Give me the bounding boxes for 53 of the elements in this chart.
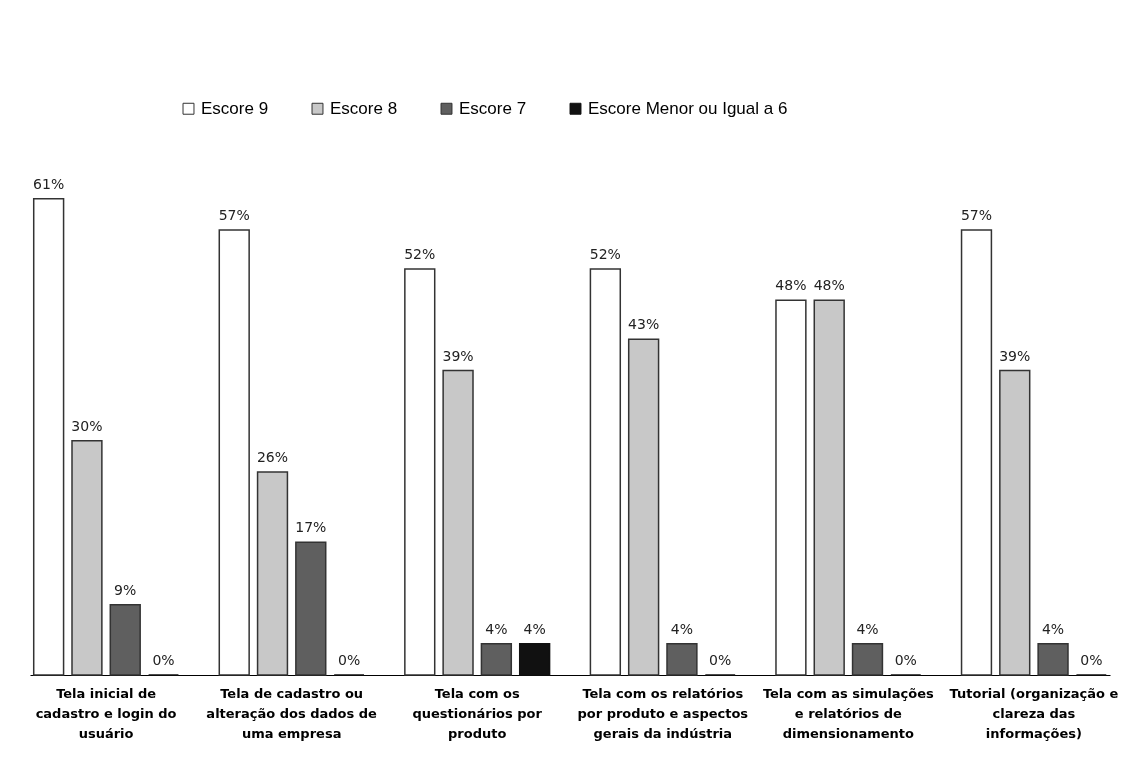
data-label: 48% — [813, 277, 845, 294]
bar — [480, 643, 513, 676]
x-tick-label: Tutorial (organização e clareza das informações) — [949, 685, 1119, 741]
legend-label: Escore 7 — [459, 98, 527, 118]
data-label: 17% — [295, 519, 327, 536]
x-tick-label: Tela de cadastro ou alteração dos dados de uma empresa — [206, 685, 378, 741]
data-label: 39% — [999, 347, 1031, 364]
bar — [442, 369, 474, 676]
legend-label: Escore 9 — [201, 98, 269, 118]
data-label: 52% — [404, 246, 436, 263]
bar — [404, 268, 436, 676]
data-label: 0% — [152, 652, 175, 668]
data-label: 26% — [256, 449, 289, 466]
bar — [851, 643, 884, 676]
data-label: 9% — [114, 581, 137, 598]
x-tick-label: Tela inicial de cadastro e login do usuário — [35, 685, 177, 741]
bar — [109, 603, 141, 676]
data-label: 0% — [709, 652, 732, 668]
bar — [256, 471, 289, 676]
bar — [666, 643, 698, 676]
bar — [999, 369, 1031, 676]
bar — [627, 338, 660, 676]
x-tick-label: Tela com os questionários por produto — [412, 685, 543, 741]
bar — [1037, 643, 1069, 676]
data-label: 61% — [33, 175, 65, 192]
legend-label: Escore Menor ou Igual a 6 — [588, 98, 788, 118]
data-label: 4% — [856, 620, 879, 637]
bar — [960, 229, 993, 676]
data-label: 48% — [775, 277, 807, 294]
data-label: 39% — [442, 347, 474, 364]
data-label: 0% — [1080, 652, 1103, 668]
data-label: 52% — [589, 246, 621, 263]
x-tick-label: Tela com os relatórios por produto e aspectos gerais da indústria — [577, 685, 749, 741]
data-label: 4% — [670, 620, 694, 637]
bar — [813, 299, 845, 676]
bar — [589, 268, 622, 676]
data-label: 43% — [628, 316, 660, 333]
data-label: 30% — [71, 417, 103, 434]
data-label: 57% — [960, 207, 993, 224]
x-tick-label: Tela com as simulações e relatórios de dimensionamento — [762, 685, 935, 741]
data-label: 4% — [523, 620, 546, 637]
bar — [775, 299, 807, 676]
data-label: 0% — [337, 652, 361, 668]
bar — [218, 229, 250, 676]
data-label: 4% — [1041, 620, 1065, 637]
data-label: 4% — [485, 620, 508, 637]
legend-label: Escore 8 — [330, 98, 398, 118]
data-label: 0% — [894, 652, 917, 668]
bar — [32, 198, 65, 676]
bar — [71, 440, 103, 676]
bar — [295, 541, 327, 676]
bar — [518, 643, 551, 676]
data-label: 57% — [218, 207, 250, 224]
